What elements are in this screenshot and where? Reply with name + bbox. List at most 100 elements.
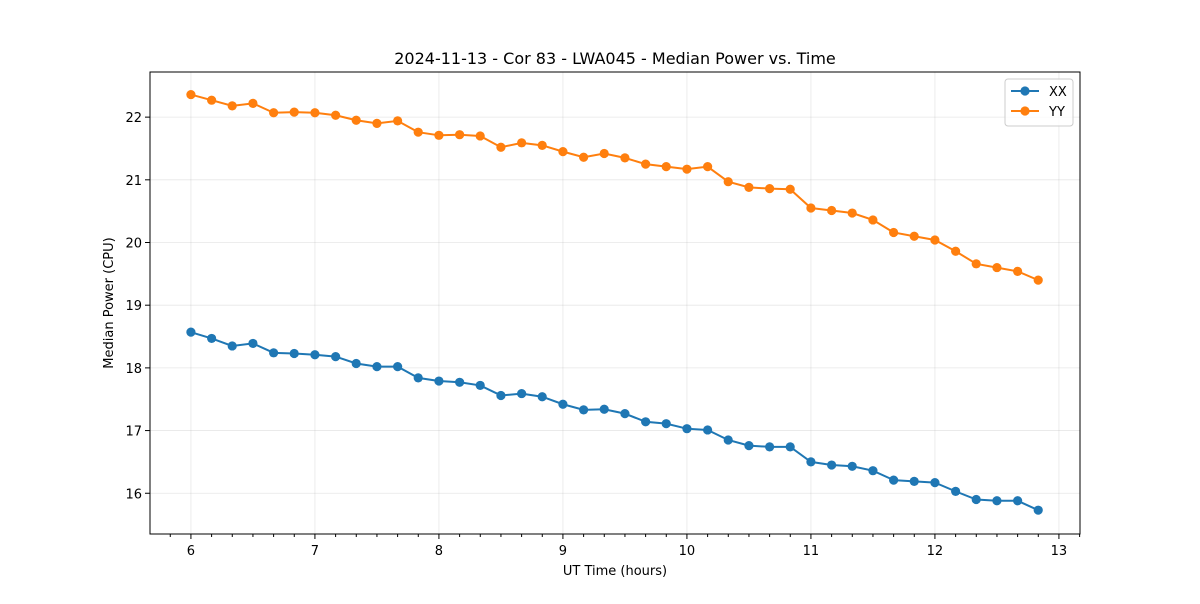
data-point-yy bbox=[909, 231, 919, 241]
data-point-yy bbox=[1033, 275, 1043, 285]
data-point-yy bbox=[806, 203, 816, 213]
legend-marker-yy bbox=[1020, 106, 1030, 116]
data-point-yy bbox=[269, 108, 279, 118]
data-point-yy bbox=[827, 205, 837, 216]
data-point-yy bbox=[703, 162, 713, 172]
data-point-yy bbox=[744, 182, 754, 192]
data-point-xx bbox=[827, 460, 837, 470]
data-point-xx bbox=[393, 362, 403, 372]
series-line-yy bbox=[190, 93, 1039, 282]
data-point-xx bbox=[703, 425, 713, 435]
data-point-xx bbox=[537, 392, 547, 402]
legend-label-yy: YY bbox=[1048, 105, 1065, 120]
data-point-xx bbox=[971, 494, 981, 505]
x-tick-label: 13 bbox=[1051, 544, 1068, 559]
data-point-xx bbox=[310, 350, 320, 360]
series-yy bbox=[186, 89, 1043, 285]
x-tick-label: 11 bbox=[803, 544, 820, 559]
x-tick-label: 8 bbox=[435, 544, 443, 559]
data-point-yy bbox=[537, 140, 547, 150]
x-tick-label: 7 bbox=[311, 544, 319, 559]
data-point-yy bbox=[847, 208, 857, 218]
data-point-xx bbox=[930, 477, 940, 488]
data-point-yy bbox=[599, 148, 609, 159]
data-point-yy bbox=[785, 184, 795, 194]
data-point-yy bbox=[207, 95, 217, 105]
x-tick-label: 9 bbox=[559, 544, 567, 559]
data-point-xx bbox=[661, 419, 671, 429]
data-point-yy bbox=[620, 153, 630, 163]
y-tick-label: 22 bbox=[125, 111, 142, 126]
data-point-xx bbox=[579, 405, 589, 415]
data-point-xx bbox=[331, 351, 341, 362]
y-tick-label: 21 bbox=[125, 174, 142, 189]
data-point-xx bbox=[186, 327, 196, 337]
data-point-yy bbox=[413, 127, 423, 137]
series-xx bbox=[186, 327, 1043, 515]
data-point-yy bbox=[475, 131, 485, 141]
data-point-yy bbox=[661, 162, 671, 172]
data-point-yy bbox=[723, 177, 733, 187]
data-point-yy bbox=[930, 235, 940, 245]
data-point-yy bbox=[868, 215, 878, 225]
data-point-xx bbox=[992, 496, 1002, 506]
axis-ticks: 6 7 8 9 10 11 12 13 16 17 18 19 20 21 22 bbox=[125, 111, 1081, 559]
legend-entry-xx: XX bbox=[1011, 85, 1067, 100]
data-point-yy bbox=[455, 130, 465, 140]
x-tick-label: 12 bbox=[927, 544, 944, 559]
data-point-yy bbox=[496, 142, 506, 152]
data-point-yy bbox=[971, 259, 981, 269]
data-point-xx bbox=[207, 333, 217, 344]
data-point-yy bbox=[682, 164, 692, 174]
data-point-yy bbox=[310, 108, 320, 118]
data-point-yy bbox=[889, 227, 899, 238]
y-tick-label: 17 bbox=[125, 425, 142, 440]
data-point-xx bbox=[227, 341, 237, 351]
data-point-xx bbox=[868, 466, 878, 476]
data-point-xx bbox=[496, 390, 506, 401]
legend-entry-yy: YY bbox=[1011, 105, 1065, 120]
data-point-xx bbox=[248, 338, 258, 349]
y-axis-label: Median Power (CPU) bbox=[102, 237, 117, 368]
y-tick-label: 18 bbox=[125, 362, 142, 377]
data-point-xx bbox=[372, 362, 382, 372]
data-point-xx bbox=[599, 404, 609, 414]
data-point-yy bbox=[558, 147, 568, 157]
legend-label-xx: XX bbox=[1049, 85, 1067, 100]
data-point-yy bbox=[248, 98, 258, 108]
data-point-xx bbox=[289, 348, 299, 359]
y-tick-label: 20 bbox=[125, 237, 142, 252]
data-point-yy bbox=[765, 183, 775, 194]
data-point-xx bbox=[641, 417, 651, 427]
data-point-yy bbox=[289, 107, 299, 117]
data-point-xx bbox=[558, 399, 568, 409]
x-tick-label: 6 bbox=[187, 544, 195, 559]
x-axis-label: UT Time (hours) bbox=[563, 564, 667, 579]
data-point-xx bbox=[723, 435, 733, 445]
grid bbox=[150, 72, 1080, 534]
chart-title: 2024-11-13 - Cor 83 - LWA045 - Median Po… bbox=[394, 49, 836, 68]
data-point-xx bbox=[1013, 496, 1023, 506]
data-point-yy bbox=[517, 138, 527, 148]
data-point-yy bbox=[351, 115, 361, 125]
data-point-xx bbox=[1033, 505, 1043, 515]
data-point-xx bbox=[951, 486, 961, 496]
data-point-yy bbox=[1013, 266, 1023, 276]
data-point-yy bbox=[372, 118, 382, 129]
data-point-xx bbox=[517, 388, 527, 399]
data-point-xx bbox=[889, 475, 899, 485]
data-point-xx bbox=[434, 376, 444, 386]
data-point-yy bbox=[227, 101, 237, 111]
data-point-xx bbox=[620, 409, 630, 419]
y-tick-label: 16 bbox=[125, 487, 142, 502]
data-point-yy bbox=[579, 152, 589, 162]
data-point-yy bbox=[393, 116, 403, 126]
y-tick-label: 19 bbox=[125, 299, 142, 314]
data-point-yy bbox=[331, 110, 341, 120]
series-group bbox=[186, 89, 1043, 515]
plot-frame bbox=[149, 71, 1081, 535]
data-point-yy bbox=[186, 89, 196, 100]
x-tick-label: 10 bbox=[679, 544, 696, 559]
